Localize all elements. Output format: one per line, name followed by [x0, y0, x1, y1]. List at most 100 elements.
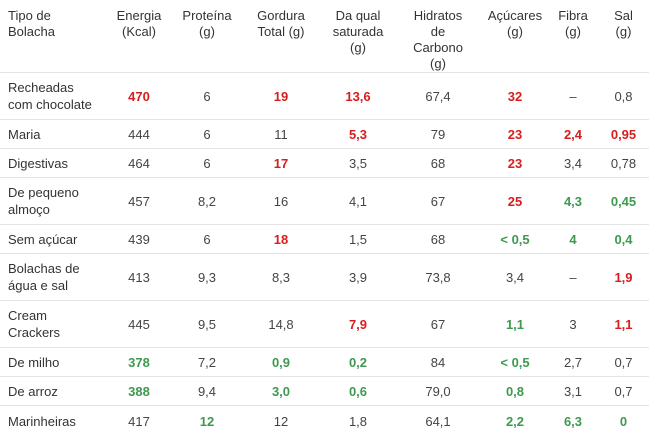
table-row: De arroz 388 9,4 3,0 0,6 79,0 0,8 3,1 0,7: [0, 376, 649, 406]
cell-saturated: 1,5: [322, 224, 394, 254]
cell-sugars: 3,4: [482, 253, 548, 301]
cell-fibre: 2,4: [548, 119, 598, 149]
biscuit-name-line: Maria: [8, 126, 41, 142]
cell-salt: 0,45: [598, 177, 649, 225]
cell-sugars: 32: [482, 72, 548, 120]
cell-fat: 19: [240, 72, 322, 120]
cell-saturated: 1,8: [322, 405, 394, 436]
table-row: Bolachas de água e sal 413 9,3 8,3 3,9 73,8 3,4…: [0, 253, 649, 301]
header-line: Proteína: [182, 8, 232, 23]
cell-energy: 439: [104, 224, 174, 254]
table-row: De milho 378 7,2 0,9 0,2 84 < 0,5 2,7 0,7: [0, 347, 649, 377]
header-line: (Kcal): [122, 24, 156, 39]
cell-sugars: 1,1: [482, 300, 548, 348]
biscuit-name: Bolachas de água e sal: [0, 253, 104, 301]
cell-carbs: 73,8: [394, 253, 482, 301]
cell-fat: 11: [240, 119, 322, 149]
cell-fibre: 2,7: [548, 347, 598, 377]
biscuit-name-line: Sem açúcar: [8, 231, 78, 247]
cell-sugars: 23: [482, 148, 548, 178]
biscuit-name: De arroz: [0, 376, 104, 406]
cell-carbs: 68: [394, 224, 482, 254]
header-line: Bolacha: [8, 24, 55, 39]
biscuit-name: De milho: [0, 347, 104, 377]
cell-fat: 3,0: [240, 376, 322, 406]
column-header-carbs: Hidratos de Carbono (g): [394, 0, 482, 73]
cell-energy: 470: [104, 72, 174, 120]
nutrition-table: Tipo de Bolacha Energia (Kcal) Proteína (g) Go…: [0, 0, 649, 436]
cell-fibre: –: [548, 72, 598, 120]
cell-saturated: 3,9: [322, 253, 394, 301]
cell-fibre: 3: [548, 300, 598, 348]
cell-energy: 444: [104, 119, 174, 149]
cell-salt: 0,8: [598, 72, 649, 120]
column-header-sugars: Açúcares (g): [482, 0, 548, 73]
cell-energy: 417: [104, 405, 174, 436]
cell-fibre: 3,1: [548, 376, 598, 406]
header-line: (g): [615, 24, 632, 39]
cell-protein: 9,4: [174, 376, 240, 406]
cell-salt: 0,7: [598, 376, 649, 406]
column-header-protein: Proteína (g): [174, 0, 240, 73]
header-line: Fibra: [558, 8, 588, 23]
biscuit-name: De pequeno almoço: [0, 177, 104, 225]
cell-saturated: 5,3: [322, 119, 394, 149]
biscuit-name: Maria: [0, 119, 104, 149]
cell-carbs: 84: [394, 347, 482, 377]
cell-carbs: 64,1: [394, 405, 482, 436]
cell-fibre: 3,4: [548, 148, 598, 178]
cell-protein: 12: [174, 405, 240, 436]
header-line: saturada: [332, 24, 384, 39]
cell-fat: 12: [240, 405, 322, 436]
table-row: Marinheiras 417 12 12 1,8 64,1 2,2 6,3 0: [0, 405, 649, 436]
cell-fat: 16: [240, 177, 322, 225]
cell-salt: 0,4: [598, 224, 649, 254]
cell-protein: 8,2: [174, 177, 240, 225]
cell-carbs: 67: [394, 300, 482, 348]
header-line: Hidratos: [413, 8, 463, 23]
cell-salt: 0,95: [598, 119, 649, 149]
cell-carbs: 68: [394, 148, 482, 178]
cell-energy: 457: [104, 177, 174, 225]
table-row: Cream Crackers 445 9,5 14,8 7,9 67 1,1 3 1,1: [0, 300, 649, 348]
biscuit-name-line: De arroz: [8, 383, 58, 399]
cell-fibre: –: [548, 253, 598, 301]
cell-protein: 6: [174, 72, 240, 120]
biscuit-name-line: com chocolate: [8, 97, 92, 112]
cell-sugars: < 0,5: [482, 347, 548, 377]
biscuit-name-line: De pequeno: [8, 185, 79, 200]
cell-carbs: 67,4: [394, 72, 482, 120]
cell-energy: 378: [104, 347, 174, 377]
cell-energy: 413: [104, 253, 174, 301]
table-row: Digestivas 464 6 17 3,5 68 23 3,4 0,78: [0, 148, 649, 178]
header-line: Total (g): [257, 24, 305, 39]
biscuit-name: Recheadas com chocolate: [0, 72, 104, 120]
biscuit-name-line: Cream: [8, 308, 48, 323]
cell-sugars: 25: [482, 177, 548, 225]
cell-saturated: 3,5: [322, 148, 394, 178]
column-header-type: Tipo de Bolacha: [0, 0, 104, 73]
biscuit-name-line: almoço: [8, 202, 50, 217]
table-row: De pequeno almoço 457 8,2 16 4,1 67 25 4,3 0,45: [0, 177, 649, 225]
cell-salt: 0,78: [598, 148, 649, 178]
biscuit-name-line: De milho: [8, 354, 60, 370]
cell-saturated: 7,9: [322, 300, 394, 348]
cell-protein: 9,3: [174, 253, 240, 301]
biscuit-name: Digestivas: [0, 148, 104, 178]
biscuit-name-line: Marinheiras: [8, 413, 76, 429]
header-line: Tipo de: [8, 8, 51, 23]
header-line: Da qual: [335, 8, 381, 23]
cell-salt: 0,7: [598, 347, 649, 377]
cell-saturated: 0,2: [322, 347, 394, 377]
header-line: Carbono: [413, 40, 463, 55]
cell-saturated: 0,6: [322, 376, 394, 406]
cell-carbs: 79,0: [394, 376, 482, 406]
header-line: Açúcares: [487, 8, 543, 23]
cell-sugars: 0,8: [482, 376, 548, 406]
cell-fat: 0,9: [240, 347, 322, 377]
cell-carbs: 79: [394, 119, 482, 149]
header-line: Sal: [614, 8, 633, 23]
cell-fat: 14,8: [240, 300, 322, 348]
cell-energy: 464: [104, 148, 174, 178]
header-line: (g): [565, 24, 581, 39]
